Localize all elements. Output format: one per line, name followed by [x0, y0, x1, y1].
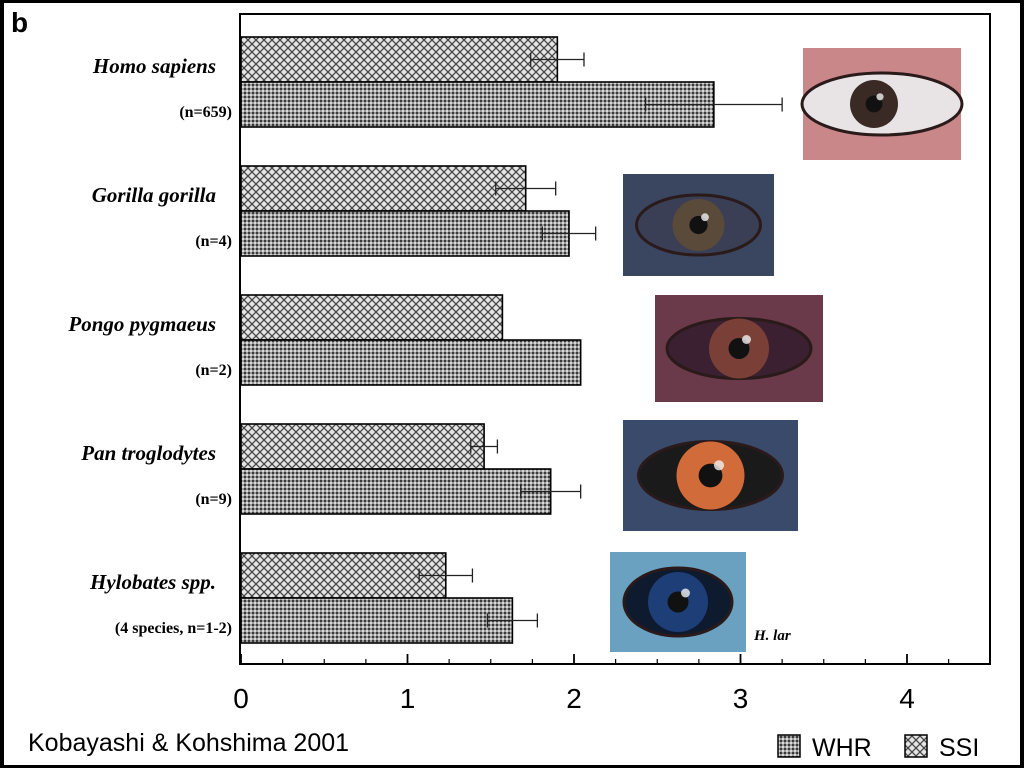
bar-whr-5: [240, 597, 514, 644]
bar-whr-4: [240, 468, 552, 515]
category-labels-layer: Homo sapiens (n=659) Gorilla gorilla (n=4) P…: [67, 54, 232, 637]
bar-ssi-4: [240, 423, 485, 470]
bar-whr-2: [240, 210, 570, 257]
x-tick-label: 0: [233, 683, 249, 714]
error-bar-ssi-4: [470, 439, 499, 454]
x-tick-label: 4: [899, 683, 915, 714]
legend-label-ssi: SSI: [939, 734, 979, 762]
orangutan-eye-photo: [655, 295, 823, 402]
human-eye-photo: [800, 48, 964, 160]
category-name-5: Hylobates spp.: [89, 570, 216, 594]
category-name-1: Homo sapiens: [92, 54, 216, 78]
legend-swatch-ssi: [904, 734, 928, 758]
bar-whr-1: [240, 81, 715, 128]
eye-photos-layer: [610, 48, 964, 652]
photo-caption: H. lar: [753, 628, 791, 644]
category-name-3: Pongo pygmaeus: [67, 312, 216, 336]
credit-text: Kobayashi & Kohshima 2001: [28, 729, 349, 757]
chimpanzee-eye-photo: [623, 420, 798, 531]
plot-frame: [239, 13, 991, 665]
x-tick-label: 2: [566, 683, 582, 714]
category-name-2: Gorilla gorilla: [92, 183, 216, 207]
x-axis-layer: 0 1 2 3 4: [233, 654, 991, 714]
legend: WHR SSI: [777, 734, 979, 762]
category-sample-5: (4 species, n=1-2): [115, 620, 232, 637]
x-tick-label: 1: [400, 683, 416, 714]
x-tick-label: 3: [733, 683, 749, 714]
bar-ssi-5: [240, 552, 447, 599]
error-bar-whr-2: [541, 226, 597, 241]
error-bar-ssi-2: [495, 181, 557, 196]
error-bar-ssi-1: [530, 52, 585, 67]
gorilla-eye-photo: [623, 174, 774, 276]
bar-ssi-1: [240, 36, 559, 83]
legend-label-whr: WHR: [812, 734, 872, 762]
error-bar-whr-1: [644, 97, 783, 112]
bar-ssi-3: [240, 294, 504, 341]
category-sample-4: (n=9): [195, 491, 232, 508]
category-sample-1: (n=659): [179, 104, 232, 121]
category-sample-3: (n=2): [195, 362, 232, 379]
category-name-4: Pan troglodytes: [80, 441, 216, 465]
bar-whr-3: [240, 339, 582, 386]
error-bars-layer: [418, 52, 783, 628]
error-bar-ssi-5: [418, 568, 474, 583]
bars-layer: [240, 36, 715, 644]
gibbon-eye-photo: [610, 552, 746, 652]
error-bar-whr-4: [520, 484, 582, 499]
error-bar-whr-5: [486, 613, 539, 628]
bar-ssi-2: [240, 165, 527, 212]
legend-swatch-whr: [777, 734, 801, 758]
panel-label: b: [11, 7, 28, 38]
category-sample-2: (n=4): [195, 233, 232, 250]
